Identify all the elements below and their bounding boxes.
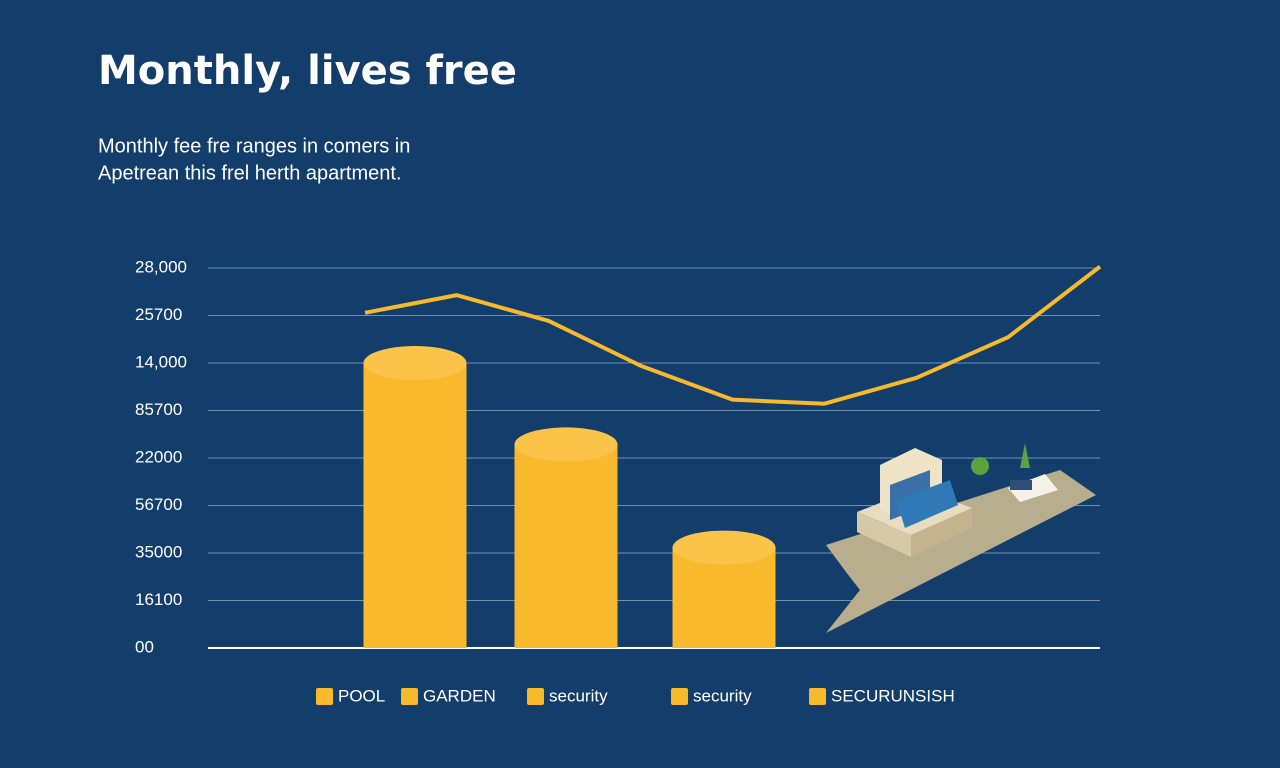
bar bbox=[672, 530, 776, 648]
legend-label: security bbox=[693, 686, 752, 705]
y-tick-label: 35000 bbox=[135, 542, 182, 561]
legend-label: SECURUNSISH bbox=[831, 686, 955, 705]
legend-swatch bbox=[401, 688, 418, 705]
bar bbox=[363, 346, 467, 648]
legend-swatch bbox=[809, 688, 826, 705]
y-tick-label: 22000 bbox=[135, 447, 182, 466]
y-tick-label: 14,000 bbox=[135, 352, 187, 371]
legend-swatch bbox=[671, 688, 688, 705]
legend-swatch bbox=[316, 688, 333, 705]
chart-subtitle: Monthly fee fre ranges in comers in bbox=[98, 135, 410, 157]
legend-label: POOL bbox=[338, 686, 385, 705]
legend-label: security bbox=[549, 686, 608, 705]
bar bbox=[514, 427, 618, 648]
y-tick-label: 00 bbox=[135, 637, 154, 656]
line bbox=[364, 265, 1102, 406]
chart-title: Monthly, lives free bbox=[98, 48, 517, 94]
chart-subtitle: Apetrean this frel herth apartment. bbox=[98, 162, 402, 184]
y-tick-label: 85700 bbox=[135, 400, 182, 419]
y-tick-label: 16100 bbox=[135, 590, 182, 609]
legend-label: GARDEN bbox=[423, 686, 496, 705]
y-tick-label: 56700 bbox=[135, 495, 182, 514]
y-tick-label: 25700 bbox=[135, 305, 182, 324]
y-tick-label: 28,000 bbox=[135, 257, 187, 276]
building-illustration bbox=[826, 443, 1096, 633]
legend-swatch bbox=[527, 688, 544, 705]
